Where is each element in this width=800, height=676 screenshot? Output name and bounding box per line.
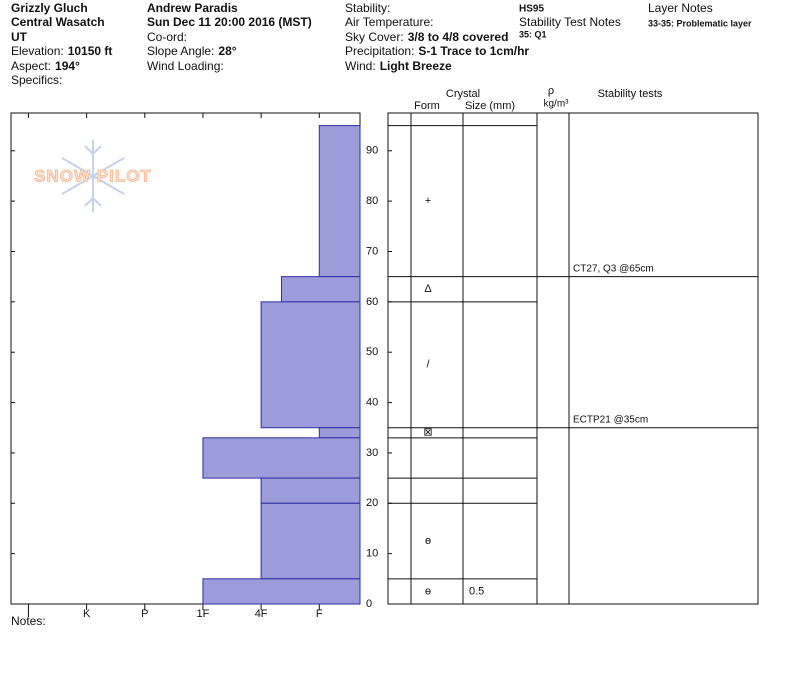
wind-loading: Wind Loading: [147, 59, 224, 73]
stability-test-note: 35: Q1 [519, 29, 547, 39]
specifics: Specifics: [11, 73, 62, 87]
y-tick-label: 0 [366, 598, 372, 610]
value: 194° [55, 59, 80, 73]
test-label: CT27, Q3 @65cm [573, 263, 654, 274]
grain-form: ⊠ [423, 427, 432, 439]
value: Light Breeze [380, 59, 452, 73]
y-tick-label: 30 [366, 447, 378, 459]
value: 3/8 to 4/8 covered [408, 30, 509, 44]
layer-notes: Layer Notes [648, 1, 713, 15]
y-tick-label: 80 [366, 195, 378, 207]
grain-form: ɵ [425, 585, 431, 597]
label: Slope Angle: [147, 44, 214, 58]
y-tick-label: 10 [366, 548, 378, 560]
elevation: Elevation: 10150 ft [11, 44, 112, 58]
stability: Stability: [345, 1, 390, 15]
test-label: ECTP21 @35cm [573, 414, 648, 425]
label: Sky Cover: [345, 30, 404, 44]
logo [61, 140, 125, 212]
grain-size: 0.5 [469, 585, 484, 597]
state: UT [11, 30, 28, 44]
site: Grizzly Gluch [11, 1, 88, 15]
grain-form: / [426, 359, 430, 371]
stability-test-notes: Stability Test Notes [519, 15, 621, 29]
value: 28° [218, 44, 236, 58]
grain-form: ɵ [425, 535, 431, 547]
column-header: Crystal [446, 88, 480, 100]
x-tick-label: 1F [197, 608, 210, 620]
table-frame [387, 112, 759, 605]
notes: Notes: [11, 614, 46, 628]
column-header: kg/m³ [544, 99, 570, 110]
y-tick-label: 50 [366, 346, 378, 358]
precipitation: Precipitation: S-1 Trace to 1cm/hr [345, 44, 529, 58]
wind: Wind: Light Breeze [345, 59, 452, 73]
value: 10150 ft [68, 44, 113, 58]
hs: HS95 [519, 4, 544, 15]
y-tick-label: 60 [366, 296, 378, 308]
x-tick-label: F [316, 608, 323, 620]
hardness-bar [280, 276, 361, 303]
observer: Andrew Paradis [147, 1, 238, 15]
coord: Co-ord: [147, 30, 187, 44]
sky-cover: Sky Cover: 3/8 to 4/8 covered [345, 30, 508, 44]
y-tick-label: 90 [366, 145, 378, 157]
x-tick-label: K [83, 608, 91, 620]
column-header: Stability tests [598, 88, 663, 100]
label: Precipitation: [345, 44, 414, 58]
slope: Slope Angle: 28° [147, 44, 237, 58]
column-header: ρ [548, 85, 554, 97]
logo-text: SNOW PILOT [34, 166, 152, 185]
column-header: Form [414, 100, 440, 112]
grain-form: + [425, 195, 431, 207]
column-header: Size (mm) [465, 100, 515, 112]
layer-note: 33-35: Problematic layer [648, 18, 752, 28]
y-tick-label: 70 [366, 245, 378, 257]
x-tick-label: I [27, 608, 30, 620]
aspect: Aspect: 194° [11, 59, 80, 73]
y-tick-label: 40 [366, 396, 378, 408]
grain-form: Δ [424, 283, 432, 295]
hardness-bar [202, 578, 361, 605]
x-tick-label: 4F [255, 608, 268, 620]
datetime: Sun Dec 11 20:00 2016 (MST) [147, 15, 312, 29]
hardness-bar [318, 125, 361, 278]
x-tick-label: P [141, 608, 148, 620]
range: Central Wasatch [11, 15, 105, 29]
y-tick-label: 20 [366, 497, 378, 509]
label: Elevation: [11, 44, 64, 58]
label: Wind: [345, 59, 376, 73]
hardness-bar [318, 427, 361, 439]
hardness-bar [260, 502, 361, 580]
hardness-bar [202, 437, 361, 479]
air-temperature: Air Temperature: [345, 15, 433, 29]
value: S-1 Trace to 1cm/hr [418, 44, 529, 58]
hardness-bar [260, 301, 361, 429]
hardness-bar [260, 477, 361, 504]
label: Aspect: [11, 59, 51, 73]
